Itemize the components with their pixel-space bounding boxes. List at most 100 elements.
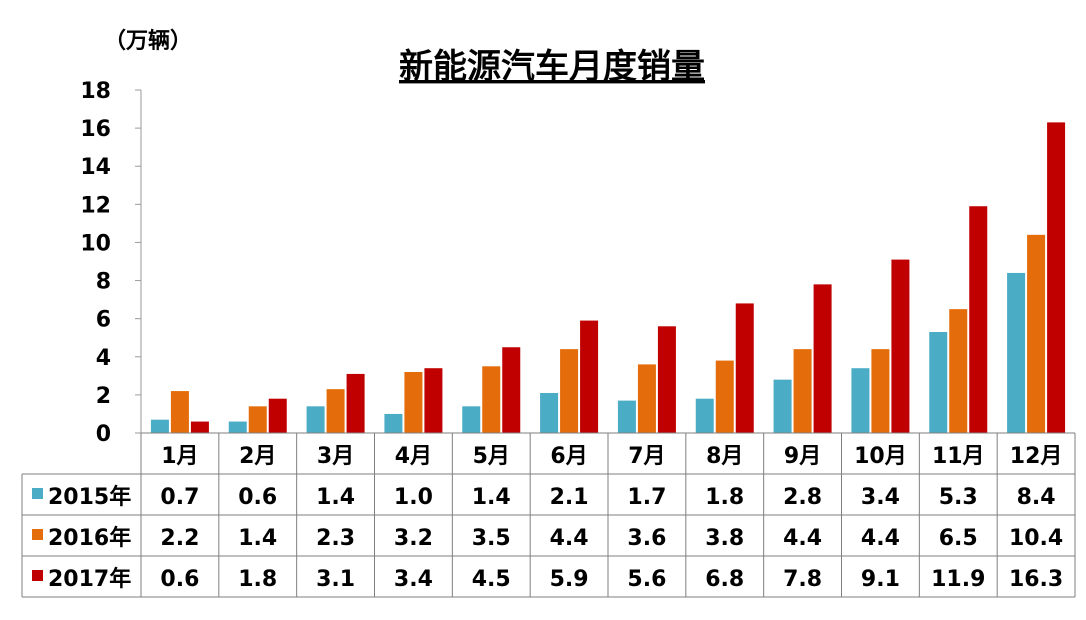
table-cell-value: 4.4 xyxy=(861,526,900,551)
table-cell-value: 9.1 xyxy=(861,567,900,592)
y-tick-label: 2 xyxy=(96,384,111,409)
bar-2017年-11月 xyxy=(969,206,988,433)
bar-2017年-9月 xyxy=(813,284,832,433)
series-name: 2017年 xyxy=(48,566,131,592)
table-cell-value: 1.4 xyxy=(238,526,277,551)
table-cell-value: 0.6 xyxy=(238,485,277,510)
bar-2016年-8月 xyxy=(715,360,734,433)
table-cell-value: 1.7 xyxy=(627,485,666,510)
category-label: 3月 xyxy=(317,444,354,469)
category-label: 4月 xyxy=(395,444,432,469)
table-cell-value: 10.4 xyxy=(1009,526,1063,551)
y-tick-label: 8 xyxy=(96,270,111,295)
table-cell-value: 1.4 xyxy=(472,485,511,510)
table-cell-value: 3.6 xyxy=(627,526,666,551)
bar-2016年-11月 xyxy=(949,309,968,433)
category-label: 1月 xyxy=(161,444,198,469)
table-cell-value: 1.8 xyxy=(238,567,277,592)
bar-2015年-6月 xyxy=(540,392,559,433)
category-label: 9月 xyxy=(784,444,821,469)
table-cell-value: 1.0 xyxy=(394,485,433,510)
y-tick-label: 0 xyxy=(96,422,111,447)
chart-title: 新能源汽车月度销量 xyxy=(399,47,705,87)
table-cell-value: 4.4 xyxy=(550,526,589,551)
y-tick-label: 16 xyxy=(80,117,111,142)
y-axis: 0 2 4 6 8 10 12 14 16 18 xyxy=(80,79,142,447)
bar-2016年-4月 xyxy=(404,372,423,433)
bar-2015年-11月 xyxy=(929,332,948,433)
bar-2016年-7月 xyxy=(637,364,656,433)
bar-2015年-7月 xyxy=(617,400,636,433)
bar-2016年-6月 xyxy=(560,349,579,433)
bar-2017年-2月 xyxy=(268,398,287,433)
table-cell-value: 5.6 xyxy=(627,567,666,592)
unit-label: （万辆） xyxy=(104,28,192,54)
bar-2016年-2月 xyxy=(248,406,267,433)
bar-2016年-10月 xyxy=(871,349,890,433)
y-tick-label: 18 xyxy=(80,79,111,104)
bar-2016年-12月 xyxy=(1027,234,1046,433)
table-cell-value: 16.3 xyxy=(1009,567,1063,592)
table-cell-value: 0.6 xyxy=(160,567,199,592)
bar-2015年-12月 xyxy=(1007,272,1026,433)
table-cell-value: 3.4 xyxy=(861,485,900,510)
series-name: 2015年 xyxy=(48,484,131,510)
table-cell-value: 2.8 xyxy=(783,485,822,510)
table-cell-value: 1.4 xyxy=(316,485,355,510)
bar-2016年-5月 xyxy=(482,366,501,433)
bar-2016年-3月 xyxy=(326,389,345,433)
bar-2015年-3月 xyxy=(306,406,325,433)
category-label: 11月 xyxy=(932,444,985,469)
category-label: 6月 xyxy=(550,444,587,469)
bar-2015年-1月 xyxy=(150,419,169,433)
table-cell-value: 3.5 xyxy=(472,526,511,551)
bar-2015年-5月 xyxy=(462,406,481,433)
y-tick-label: 12 xyxy=(80,193,111,218)
category-label: 12月 xyxy=(1010,444,1063,469)
category-label: 10月 xyxy=(854,444,907,469)
bar-2016年-1月 xyxy=(170,391,189,433)
y-tick-label: 4 xyxy=(96,346,111,371)
bars xyxy=(150,122,1066,434)
bar-2017年-5月 xyxy=(502,347,521,433)
bar-2017年-4月 xyxy=(424,368,443,433)
table-cell-value: 3.4 xyxy=(394,567,433,592)
category-label: 8月 xyxy=(706,444,743,469)
series-name: 2016年 xyxy=(48,525,131,551)
table-cell-value: 7.8 xyxy=(783,567,822,592)
legend-key-2015年 xyxy=(32,488,43,499)
bar-2017年-1月 xyxy=(190,421,209,433)
bar-2017年-3月 xyxy=(346,373,365,433)
bar-2017年-10月 xyxy=(891,259,910,433)
table-cell-value: 6.8 xyxy=(705,567,744,592)
bar-2015年-10月 xyxy=(851,368,870,433)
table-cell-value: 6.5 xyxy=(939,526,978,551)
bar-2015年-4月 xyxy=(384,413,403,433)
table-cell-value: 8.4 xyxy=(1017,485,1056,510)
table-cell-value: 3.2 xyxy=(394,526,433,551)
bar-2017年-7月 xyxy=(657,326,676,433)
legend-key-2016年 xyxy=(32,529,43,540)
table-cell-value: 3.8 xyxy=(705,526,744,551)
table-cell-value: 1.8 xyxy=(705,485,744,510)
table-cell-value: 3.1 xyxy=(316,567,355,592)
bar-2017年-8月 xyxy=(735,303,754,433)
table-cell-value: 0.7 xyxy=(160,485,199,510)
data-table: 1月 2月 3月 4月 5月 6月 7月 8月 9月 10月 11月 12月 2015年 0.7 0.6 1.… xyxy=(21,432,1076,598)
legend-key-2017年 xyxy=(32,570,43,581)
table-cell-value: 5.9 xyxy=(550,567,589,592)
bar-2015年-2月 xyxy=(228,421,247,433)
bar-2017年-12月 xyxy=(1047,122,1066,434)
bar-2016年-9月 xyxy=(793,349,812,433)
bar-2015年-8月 xyxy=(695,398,714,433)
table-cell-value: 2.3 xyxy=(316,526,355,551)
y-tick-label: 14 xyxy=(80,155,111,180)
y-tick-label: 6 xyxy=(96,308,111,333)
table-cell-value: 11.9 xyxy=(931,567,985,592)
category-label: 5月 xyxy=(473,444,510,469)
table-cell-value: 4.5 xyxy=(472,567,511,592)
table-cell-value: 2.1 xyxy=(550,485,589,510)
table-cell-value: 2.2 xyxy=(160,526,199,551)
category-label: 7月 xyxy=(628,444,665,469)
